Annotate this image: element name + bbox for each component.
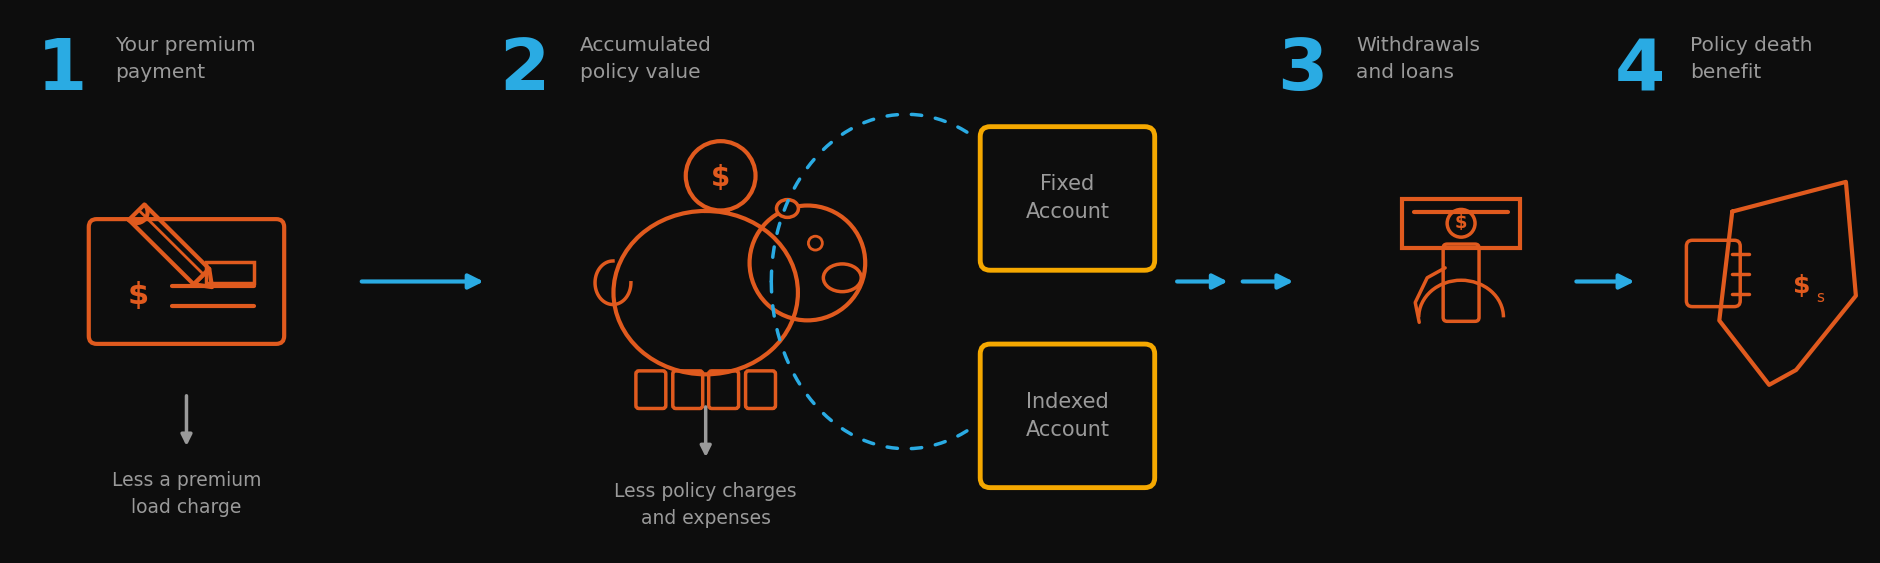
Text: Your premium
payment: Your premium payment <box>115 36 256 82</box>
Text: $: $ <box>711 164 729 192</box>
Text: Indexed
Account: Indexed Account <box>1025 392 1109 440</box>
Text: 2: 2 <box>500 36 549 105</box>
Text: 3: 3 <box>1277 36 1327 105</box>
Text: Policy death
benefit: Policy death benefit <box>1690 36 1812 82</box>
Text: 1: 1 <box>36 36 86 105</box>
Text: Less a premium
load charge: Less a premium load charge <box>111 471 261 516</box>
Text: Fixed
Account: Fixed Account <box>1025 175 1109 222</box>
Text: Less policy charges
and expenses: Less policy charges and expenses <box>615 482 797 528</box>
Ellipse shape <box>776 199 799 217</box>
Text: $: $ <box>1794 274 1810 298</box>
Text: 4: 4 <box>1615 36 1666 105</box>
Text: $: $ <box>1455 215 1468 233</box>
Text: Accumulated
policy value: Accumulated policy value <box>581 36 713 82</box>
Text: s: s <box>1816 290 1824 305</box>
Text: $: $ <box>128 281 149 310</box>
Text: Withdrawals
and loans: Withdrawals and loans <box>1355 36 1480 82</box>
